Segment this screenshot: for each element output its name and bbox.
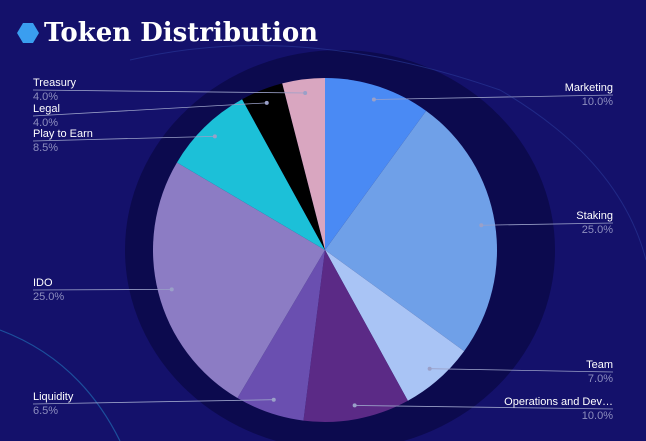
- pie-slice: [325, 250, 465, 401]
- slice-value-label: 6.5%: [33, 405, 58, 417]
- logo-icon: [17, 23, 39, 43]
- slice-label: Liquidity: [33, 391, 74, 403]
- pie-slice: [325, 110, 497, 352]
- leader-line: [32, 89, 306, 94]
- leader-line: [354, 405, 614, 410]
- leader-line: [373, 94, 614, 100]
- slice-value-label: 7.0%: [588, 373, 613, 385]
- pie-slice: [282, 78, 325, 250]
- slice-value-label: 8.5%: [33, 142, 58, 154]
- pie-slice: [303, 250, 408, 423]
- leader-line: [32, 102, 267, 117]
- slice-label: Treasury: [33, 77, 76, 89]
- slice-value-label: 25.0%: [582, 224, 613, 236]
- leader-dot: [264, 100, 269, 105]
- slice-label: Legal: [33, 103, 60, 115]
- pie-slice: [153, 162, 325, 399]
- pie-slice: [242, 83, 325, 251]
- slice-label: Team: [586, 359, 613, 371]
- leader-dot: [427, 366, 432, 371]
- leader-dot: [169, 287, 174, 292]
- pie-slice: [237, 250, 325, 421]
- slice-value-label: 10.0%: [582, 410, 613, 422]
- leader-dot: [303, 91, 308, 96]
- slice-value-label: 4.0%: [33, 117, 58, 129]
- slice-label: Staking: [576, 210, 613, 222]
- pie-slice: [325, 78, 427, 250]
- leader-dot: [271, 397, 276, 402]
- leader-line: [481, 222, 614, 226]
- slice-label: Play to Earn: [33, 128, 93, 140]
- leader-dot: [212, 134, 217, 139]
- chart-title: Token Distribution: [44, 18, 318, 48]
- leader-dot: [371, 97, 376, 102]
- slice-value-label: 4.0%: [33, 91, 58, 103]
- slice-label: Marketing: [565, 82, 613, 94]
- leader-dot: [352, 403, 357, 408]
- decoration: [129, 44, 646, 261]
- slice-value-label: 10.0%: [582, 96, 613, 108]
- leader-line: [32, 288, 172, 291]
- leader-dot: [479, 223, 484, 228]
- decoration: [0, 329, 121, 441]
- leader-line: [32, 135, 215, 142]
- slice-label: Operations and Dev…: [504, 396, 613, 408]
- leader-line: [32, 399, 274, 405]
- slice-value-label: 25.0%: [33, 291, 64, 303]
- leader-line: [429, 368, 614, 373]
- slice-label: IDO: [33, 277, 53, 289]
